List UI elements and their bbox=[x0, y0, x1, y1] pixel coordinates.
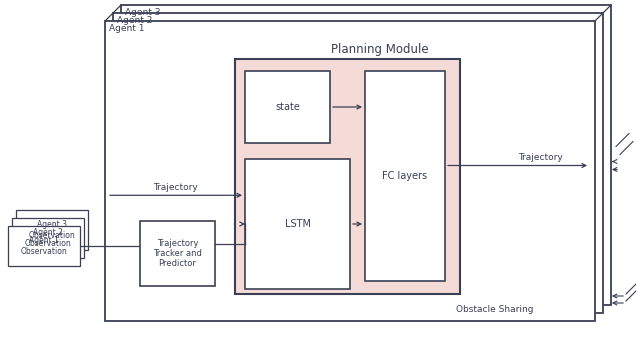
Text: Trajectory: Trajectory bbox=[153, 183, 197, 192]
Bar bbox=[245, 159, 350, 289]
Bar bbox=[113, 13, 603, 313]
Bar bbox=[121, 5, 611, 305]
Text: Agent 1
Observation: Agent 1 Observation bbox=[20, 236, 67, 256]
Bar bbox=[12, 218, 84, 258]
Bar bbox=[140, 221, 215, 286]
Bar bbox=[105, 21, 595, 321]
Text: Obstacle Sharing: Obstacle Sharing bbox=[456, 305, 534, 314]
Text: Agent 2
Observation: Agent 2 Observation bbox=[25, 228, 71, 248]
Text: Agent 2: Agent 2 bbox=[117, 16, 153, 25]
Bar bbox=[8, 226, 80, 266]
Bar bbox=[365, 71, 445, 281]
Text: Agent 3
Observation: Agent 3 Observation bbox=[29, 220, 76, 240]
Text: LSTM: LSTM bbox=[284, 219, 310, 229]
Text: Planning Module: Planning Module bbox=[331, 43, 429, 55]
Bar bbox=[245, 71, 330, 143]
Text: Trajectory
Tracker and
Predictor: Trajectory Tracker and Predictor bbox=[153, 239, 202, 268]
Text: state: state bbox=[275, 102, 300, 112]
Bar bbox=[235, 59, 460, 294]
Text: Agent 1: Agent 1 bbox=[109, 24, 144, 33]
Text: FC layers: FC layers bbox=[382, 171, 427, 181]
Text: Trajectory: Trajectory bbox=[518, 153, 562, 162]
Bar bbox=[16, 210, 88, 250]
Text: Agent 3: Agent 3 bbox=[125, 8, 160, 17]
